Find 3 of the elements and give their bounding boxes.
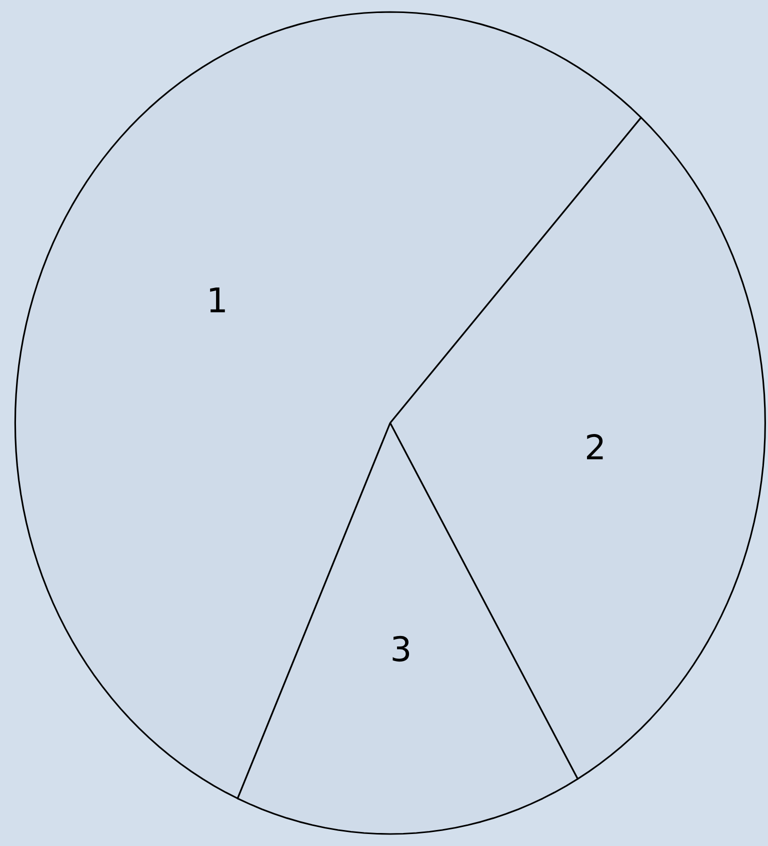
- slice-label: 2: [586, 434, 603, 460]
- slice-label: 1: [210, 287, 225, 312]
- slice-label: 3: [392, 636, 409, 662]
